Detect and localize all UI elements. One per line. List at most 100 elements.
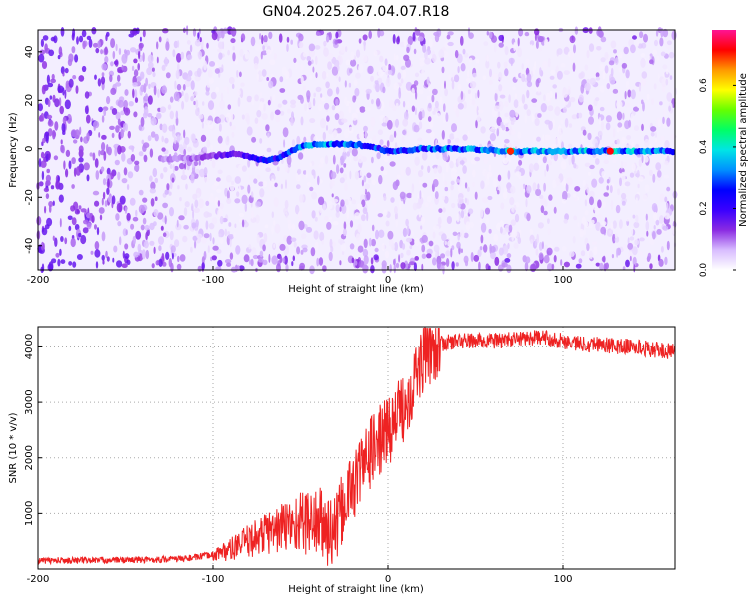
heatmap-cell [133, 58, 138, 64]
heatmap-cell [467, 27, 471, 37]
heatmap-cell [164, 137, 169, 144]
heatmap-cell [595, 142, 599, 149]
heatmap-cell [297, 152, 304, 160]
heatmap-cell [103, 151, 107, 161]
heatmap-cell [513, 99, 519, 109]
heatmap-cell [259, 138, 263, 144]
heatmap-cell [648, 169, 653, 177]
heatmap-cell [38, 53, 45, 63]
heatmap-cell [49, 95, 53, 100]
heatmap-cell [111, 132, 115, 139]
heatmap-cell [648, 55, 651, 61]
heatmap-cell [637, 176, 644, 182]
heatmap-cell [300, 76, 304, 84]
heatmap-cell [262, 45, 265, 51]
heatmap-cell [212, 108, 216, 115]
heatmap-cell [383, 153, 390, 163]
heatmap-cell [125, 123, 128, 132]
heatmap-cell [177, 40, 180, 48]
heatmap-cell [161, 85, 168, 94]
heatmap-cell [382, 170, 388, 176]
heatmap-cell [155, 260, 160, 266]
heatmap-cell [230, 27, 237, 36]
heatmap-cell [504, 258, 511, 263]
heatmap-cell [509, 197, 515, 206]
heatmap-cell [370, 257, 374, 265]
heatmap-cell [659, 157, 664, 163]
heatmap-cell [348, 82, 352, 88]
heatmap-cell [640, 77, 647, 87]
heatmap-cell [507, 242, 510, 250]
heatmap-cell [341, 118, 348, 123]
heatmap-cell [426, 195, 433, 203]
heatmap-cell [259, 92, 263, 97]
heatmap-cell [489, 133, 496, 142]
heatmap-cell [167, 104, 172, 110]
heatmap-cell [395, 64, 399, 72]
heatmap-cell [603, 192, 609, 197]
heatmap-cell [145, 93, 148, 100]
heatmap-cell [161, 135, 164, 143]
heatmap-cell [282, 127, 289, 138]
heatmap-cell [343, 163, 347, 168]
heatmap-cell [214, 68, 220, 74]
heatmap-cell [512, 86, 517, 91]
heatmap-cell [115, 125, 120, 133]
heatmap-cell [421, 109, 425, 119]
heatmap-cell [409, 245, 413, 250]
heatmap-cell [656, 55, 660, 62]
heatmap-cell [597, 214, 603, 219]
heatmap-cell [279, 255, 283, 264]
heatmap-cell [477, 115, 481, 123]
heatmap-cell [611, 143, 615, 149]
heatmap-cell [86, 114, 91, 124]
heatmap-cell [200, 134, 207, 142]
heatmap-cell [355, 72, 361, 79]
heatmap-cell [403, 54, 410, 61]
heatmap-cell [190, 80, 195, 91]
heatmap-cell [41, 170, 45, 181]
heatmap-cell [514, 204, 517, 210]
heatmap-cell [217, 41, 224, 49]
heatmap-cell [346, 163, 348, 173]
heatmap-cell [78, 145, 84, 153]
heatmap-cell [324, 102, 330, 110]
heatmap-cell [532, 182, 537, 192]
heatmap-cell [392, 120, 396, 128]
heatmap-cell [521, 63, 524, 70]
heatmap-cell [148, 61, 154, 69]
heatmap-cell [463, 232, 469, 239]
heatmap-cell [354, 212, 361, 220]
heatmap-cell [37, 103, 44, 112]
heatmap-cell [488, 228, 492, 234]
heatmap-cell [490, 246, 496, 253]
heatmap-cell [432, 231, 436, 239]
heatmap-cell [619, 219, 623, 229]
heatmap-cell [433, 167, 438, 174]
heatmap-cell [263, 103, 266, 112]
snr-frame [37, 326, 676, 570]
heatmap-cell [59, 105, 64, 115]
heatmap-cell [171, 252, 174, 260]
heatmap-cell [265, 167, 271, 172]
heatmap-cell [169, 164, 173, 169]
heatmap-cell [664, 160, 669, 166]
heatmap-cell [513, 140, 519, 150]
heatmap-cell [609, 185, 613, 194]
heatmap-cell [110, 61, 114, 67]
heatmap-cell [106, 144, 109, 154]
heatmap-cell [515, 72, 519, 80]
heatmap-cell [418, 211, 421, 218]
heatmap-cell [469, 81, 477, 89]
heatmap-cell [71, 157, 76, 165]
heatmap-cell [625, 69, 630, 79]
heatmap-cell [197, 32, 200, 39]
heatmap-cell [229, 121, 232, 127]
heatmap-cell [368, 30, 373, 39]
heatmap-cell [262, 244, 266, 252]
heatmap-cell [74, 129, 80, 140]
heatmap-cell [418, 88, 424, 95]
heatmap-cell [340, 242, 347, 252]
heatmap-cell [64, 89, 67, 99]
heatmap-cell [388, 99, 395, 109]
